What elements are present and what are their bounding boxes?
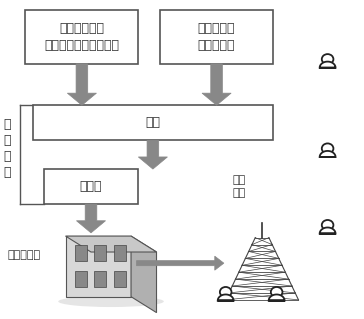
Polygon shape — [218, 294, 234, 300]
FancyBboxPatch shape — [114, 245, 126, 261]
Text: 可再生能源：
水电，风电、太阳能等: 可再生能源： 水电，风电、太阳能等 — [44, 22, 119, 52]
Polygon shape — [202, 64, 231, 105]
Circle shape — [271, 287, 282, 297]
Polygon shape — [136, 256, 224, 270]
Polygon shape — [320, 151, 336, 157]
Text: 配变电: 配变电 — [80, 180, 102, 193]
Polygon shape — [66, 236, 157, 252]
Circle shape — [322, 220, 333, 230]
FancyBboxPatch shape — [44, 169, 138, 204]
FancyBboxPatch shape — [75, 271, 87, 287]
Polygon shape — [67, 64, 96, 105]
Polygon shape — [138, 140, 167, 169]
Polygon shape — [320, 227, 336, 234]
Polygon shape — [320, 62, 336, 68]
Circle shape — [322, 144, 333, 154]
Polygon shape — [269, 294, 285, 300]
Text: 传统能源：
火力发电等: 传统能源： 火力发电等 — [198, 22, 236, 52]
FancyBboxPatch shape — [94, 245, 106, 261]
Polygon shape — [76, 204, 106, 233]
FancyBboxPatch shape — [114, 271, 126, 287]
FancyBboxPatch shape — [94, 271, 106, 287]
Polygon shape — [131, 236, 157, 313]
FancyBboxPatch shape — [25, 10, 138, 64]
Text: 认知
基站: 认知 基站 — [233, 175, 246, 198]
Ellipse shape — [58, 296, 164, 307]
Polygon shape — [66, 236, 131, 297]
Text: 电力零售商: 电力零售商 — [7, 250, 40, 260]
Circle shape — [220, 287, 232, 297]
FancyBboxPatch shape — [33, 105, 273, 140]
Text: 智
能
电
网: 智 能 电 网 — [4, 118, 11, 179]
FancyBboxPatch shape — [160, 10, 273, 64]
Circle shape — [322, 54, 333, 64]
FancyBboxPatch shape — [75, 245, 87, 261]
Text: 输电: 输电 — [145, 116, 161, 129]
